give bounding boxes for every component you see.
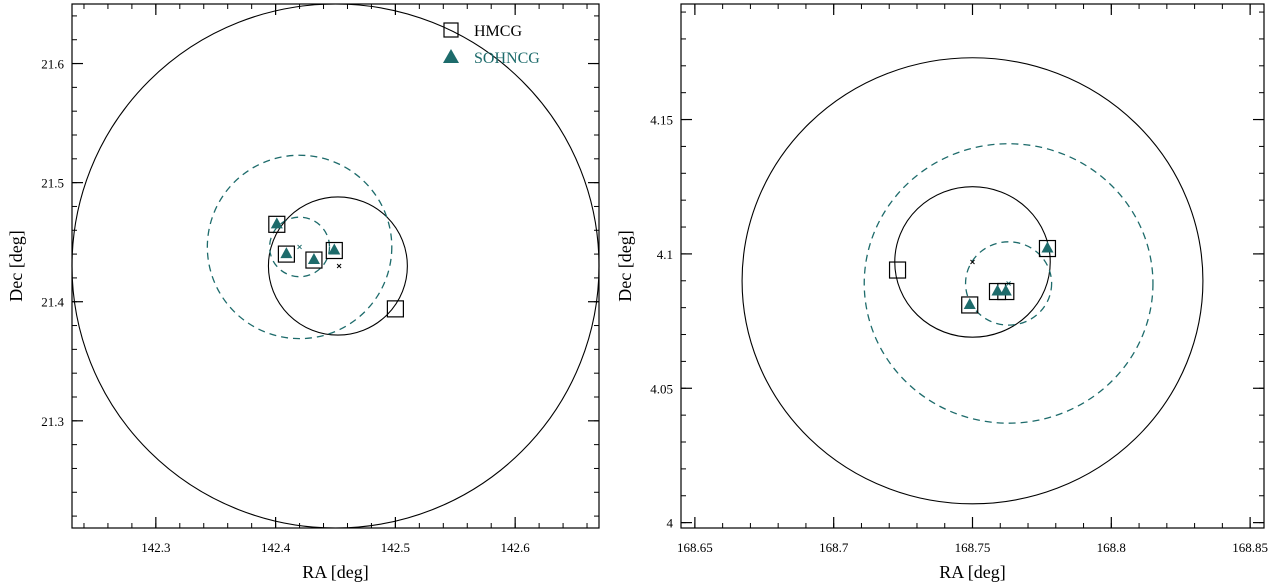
y-tick-label: 4.15 [650, 113, 673, 128]
y-tick-label: 21.6 [41, 57, 64, 72]
center-cross [970, 259, 975, 265]
y-tick-label: 21.4 [41, 295, 64, 310]
y-axis-label: Dec [deg] [6, 230, 26, 301]
legend-marker-sohncg [443, 49, 459, 63]
legend-marker-hmcg [443, 22, 459, 38]
sohncg-point [270, 217, 283, 229]
x-tick-label: 142.3 [141, 540, 170, 555]
x-tick-label: 168.75 [955, 540, 991, 555]
plot-frame [71, 3, 600, 529]
sohncg-point [963, 297, 976, 309]
legend-label-hmcg: HMCG [474, 23, 522, 40]
y-tick-label: 4 [667, 516, 674, 531]
dashed-circle [206, 154, 393, 340]
x-tick-label: 168.85 [1232, 540, 1268, 555]
sohncg-point [328, 243, 341, 255]
sohncg-point [991, 284, 1004, 296]
y-tick-label: 4.1 [657, 247, 673, 262]
hmcg-point [325, 241, 343, 260]
center-cross [297, 244, 302, 250]
sohncg-point [307, 253, 320, 265]
x-tick-label: 168.7 [819, 540, 849, 555]
dashed-circle [268, 216, 331, 278]
y-axis-label: Dec [deg] [615, 230, 635, 301]
y-tick-label: 21.5 [41, 176, 64, 191]
x-tick-label: 168.65 [677, 540, 713, 555]
center-cross [336, 263, 342, 269]
hmcg-point [961, 296, 979, 314]
hmcg-point [305, 251, 323, 269]
solid-circle [267, 196, 408, 336]
x-axis-label: RA [deg] [302, 562, 369, 582]
y-tick-label: 4.05 [650, 381, 673, 396]
left-scatter-panel: 142.3 142.4 142.5 142.6 21.3 21.4 21.5 21.6 RA [… [6, 3, 600, 582]
legend-label-sohncg: SOHNCG [474, 50, 540, 67]
right-scatter-panel: 168.65 168.7 168.75 168.8 168.85 4 4.05 4.1 4.15… [615, 3, 1268, 582]
sohncg-point [280, 247, 293, 259]
hmcg-point [1038, 239, 1057, 258]
hmcg-point [277, 245, 295, 263]
hmcg-point [888, 261, 907, 279]
dashed-circle [863, 143, 1154, 424]
x-tick-label: 142.5 [381, 540, 410, 555]
solid-circle [71, 3, 600, 529]
x-tick-label: 168.8 [1097, 540, 1126, 555]
hmcg-point [386, 300, 404, 318]
legend: HMCG SOHNCG [443, 22, 540, 67]
dashed-circle [964, 241, 1053, 326]
plot-frame [680, 3, 1265, 529]
hmcg-point [268, 215, 286, 233]
x-tick-label: 142.6 [501, 540, 531, 555]
solid-circle [741, 57, 1204, 505]
x-tick-label: 142.4 [261, 540, 291, 555]
sohncg-point [1041, 241, 1054, 253]
x-axis-label: RA [deg] [939, 562, 1006, 582]
sohncg-point [999, 284, 1012, 296]
y-tick-label: 21.3 [41, 414, 64, 429]
